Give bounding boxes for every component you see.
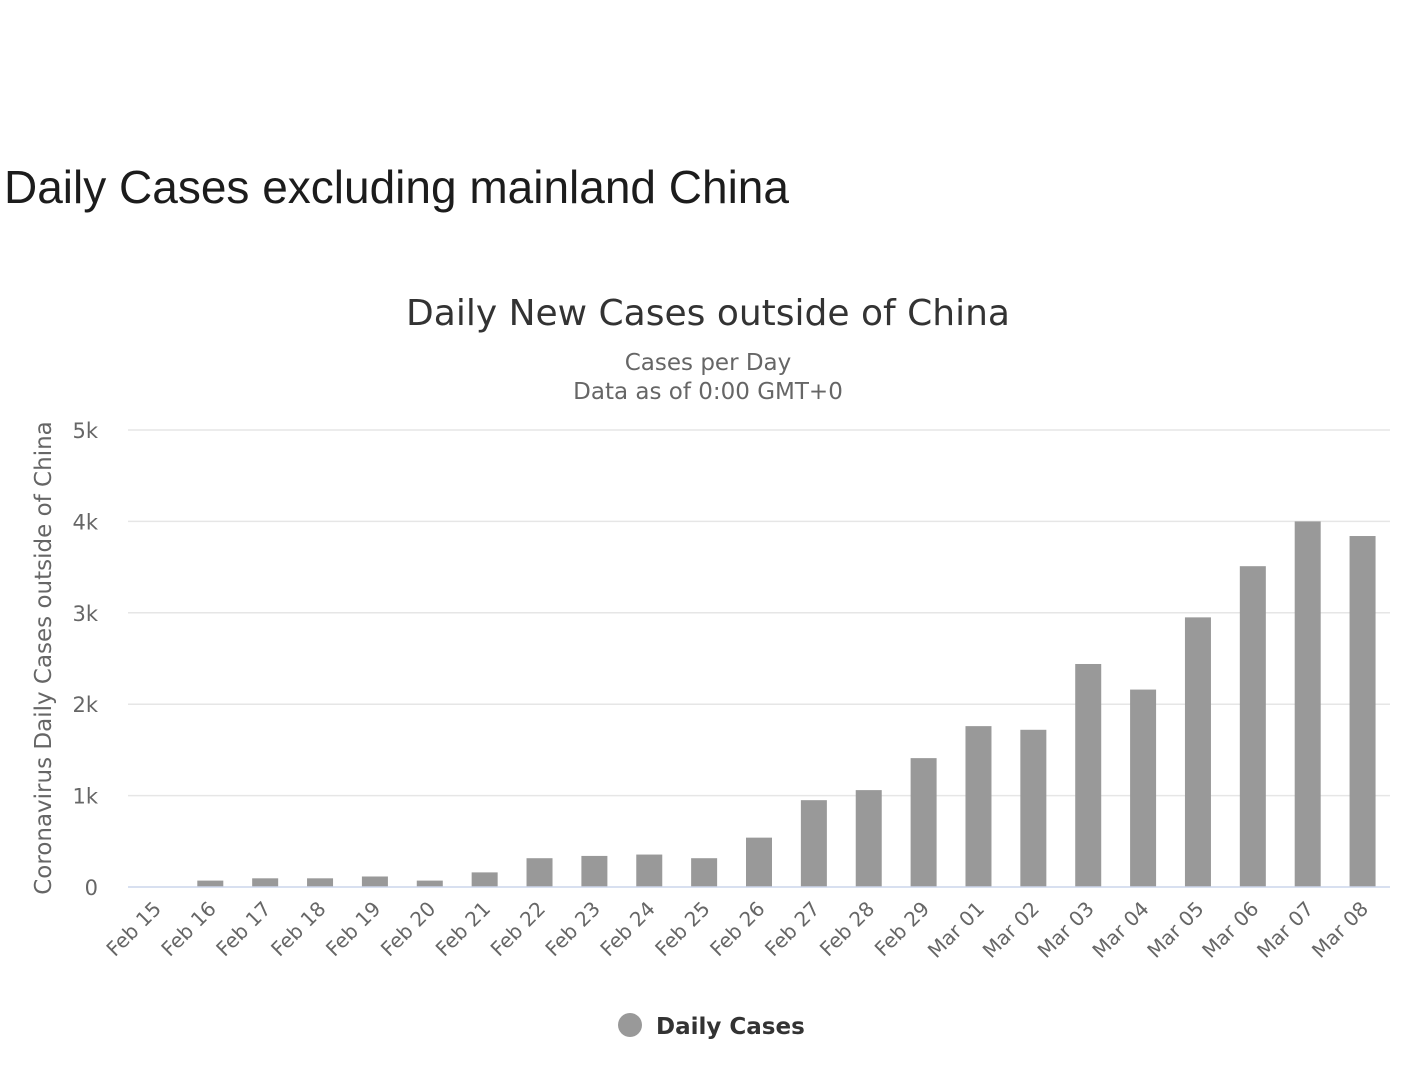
bar-series-daily-cases xyxy=(197,521,1376,887)
bar[interactable] xyxy=(1184,617,1211,887)
y-tick-label: 5k xyxy=(72,419,98,443)
x-tick-label: Feb 19 xyxy=(321,897,386,962)
bar[interactable] xyxy=(691,858,718,887)
bar[interactable] xyxy=(1294,521,1321,887)
chart-subtitle-line-2: Data as of 0:00 GMT+0 xyxy=(573,379,843,405)
bar[interactable] xyxy=(471,872,498,887)
x-tick-label: Feb 26 xyxy=(705,897,770,962)
x-tick-label: Feb 21 xyxy=(431,897,496,962)
x-tick-label: Feb 20 xyxy=(376,897,441,962)
bar[interactable] xyxy=(361,876,388,887)
y-tick-label: 2k xyxy=(72,693,98,717)
bar[interactable] xyxy=(910,758,937,887)
x-tick-label: Mar 05 xyxy=(1142,897,1208,963)
x-tick-label: Feb 24 xyxy=(595,897,660,962)
x-tick-label: Mar 03 xyxy=(1033,897,1099,963)
gridlines xyxy=(128,429,1390,797)
bar[interactable] xyxy=(252,878,279,887)
x-tick-label: Feb 23 xyxy=(540,897,605,962)
y-axis-ticks: 0 1k 2k 3k 4k 5k xyxy=(72,419,98,900)
y-tick-label: 3k xyxy=(72,602,98,626)
x-tick-label: Feb 28 xyxy=(815,897,880,962)
bar[interactable] xyxy=(1075,663,1102,887)
legend[interactable]: Daily Cases xyxy=(618,1013,805,1040)
bar[interactable] xyxy=(636,854,663,887)
bar[interactable] xyxy=(526,858,553,887)
x-tick-label: Mar 08 xyxy=(1307,897,1373,963)
bar[interactable] xyxy=(965,726,992,887)
chart-subtitle-line-1: Cases per Day xyxy=(625,350,792,376)
x-tick-label: Feb 15 xyxy=(101,897,166,962)
y-tick-label: 1k xyxy=(72,785,98,809)
legend-marker xyxy=(618,1013,642,1037)
y-axis-title: Coronavirus Daily Cases outside of China xyxy=(31,421,57,895)
x-tick-label: Feb 27 xyxy=(760,897,825,962)
bar[interactable] xyxy=(746,837,772,887)
bar[interactable] xyxy=(1020,729,1047,887)
bar[interactable] xyxy=(800,800,827,887)
x-tick-label: Mar 07 xyxy=(1252,897,1318,963)
x-tick-label: Mar 06 xyxy=(1197,897,1263,963)
page-heading: Daily Cases excluding mainland China xyxy=(4,161,789,213)
x-tick-label: Feb 16 xyxy=(156,897,221,962)
chart-title: Daily New Cases outside of China xyxy=(406,293,1010,334)
bar[interactable] xyxy=(416,880,443,887)
bar[interactable] xyxy=(197,880,224,887)
bar[interactable] xyxy=(581,855,608,887)
bar[interactable] xyxy=(855,790,882,887)
x-tick-label: Feb 25 xyxy=(650,897,715,962)
bar[interactable] xyxy=(1349,536,1376,887)
x-tick-label: Mar 01 xyxy=(923,897,989,963)
x-tick-label: Mar 04 xyxy=(1087,897,1153,963)
bar[interactable] xyxy=(1130,689,1157,887)
x-tick-label: Feb 17 xyxy=(211,897,276,962)
x-tick-label: Feb 29 xyxy=(870,897,935,962)
x-tick-label: Feb 22 xyxy=(486,897,551,962)
y-tick-label: 4k xyxy=(72,510,98,534)
bar[interactable] xyxy=(1239,566,1266,887)
y-tick-label: 0 xyxy=(85,876,98,900)
x-tick-label: Mar 02 xyxy=(978,897,1044,963)
x-tick-label: Feb 18 xyxy=(266,897,331,962)
legend-label[interactable]: Daily Cases xyxy=(656,1014,805,1040)
bar[interactable] xyxy=(307,878,334,887)
